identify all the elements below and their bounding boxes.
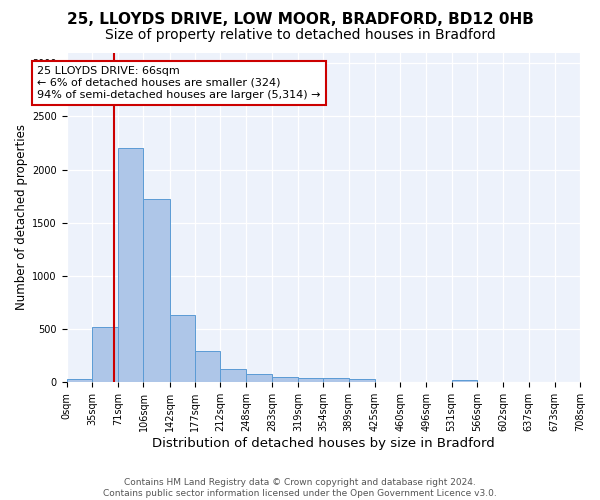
Bar bbox=[143, 200, 170, 382]
Bar bbox=[247, 374, 272, 382]
Bar bbox=[452, 380, 477, 382]
Text: Size of property relative to detached houses in Bradford: Size of property relative to detached ho… bbox=[104, 28, 496, 42]
Text: Contains HM Land Registry data © Crown copyright and database right 2024.
Contai: Contains HM Land Registry data © Crown c… bbox=[103, 478, 497, 498]
Bar bbox=[272, 377, 298, 382]
Bar bbox=[92, 327, 118, 382]
Bar bbox=[195, 352, 220, 382]
Bar bbox=[349, 378, 375, 382]
Bar bbox=[170, 315, 195, 382]
Bar bbox=[118, 148, 143, 382]
Bar bbox=[298, 378, 323, 382]
X-axis label: Distribution of detached houses by size in Bradford: Distribution of detached houses by size … bbox=[152, 437, 494, 450]
Bar bbox=[323, 378, 349, 382]
Text: 25, LLOYDS DRIVE, LOW MOOR, BRADFORD, BD12 0HB: 25, LLOYDS DRIVE, LOW MOOR, BRADFORD, BD… bbox=[67, 12, 533, 28]
Bar bbox=[220, 368, 247, 382]
Y-axis label: Number of detached properties: Number of detached properties bbox=[15, 124, 28, 310]
Bar bbox=[67, 379, 92, 382]
Text: 25 LLOYDS DRIVE: 66sqm
← 6% of detached houses are smaller (324)
94% of semi-det: 25 LLOYDS DRIVE: 66sqm ← 6% of detached … bbox=[37, 66, 321, 100]
